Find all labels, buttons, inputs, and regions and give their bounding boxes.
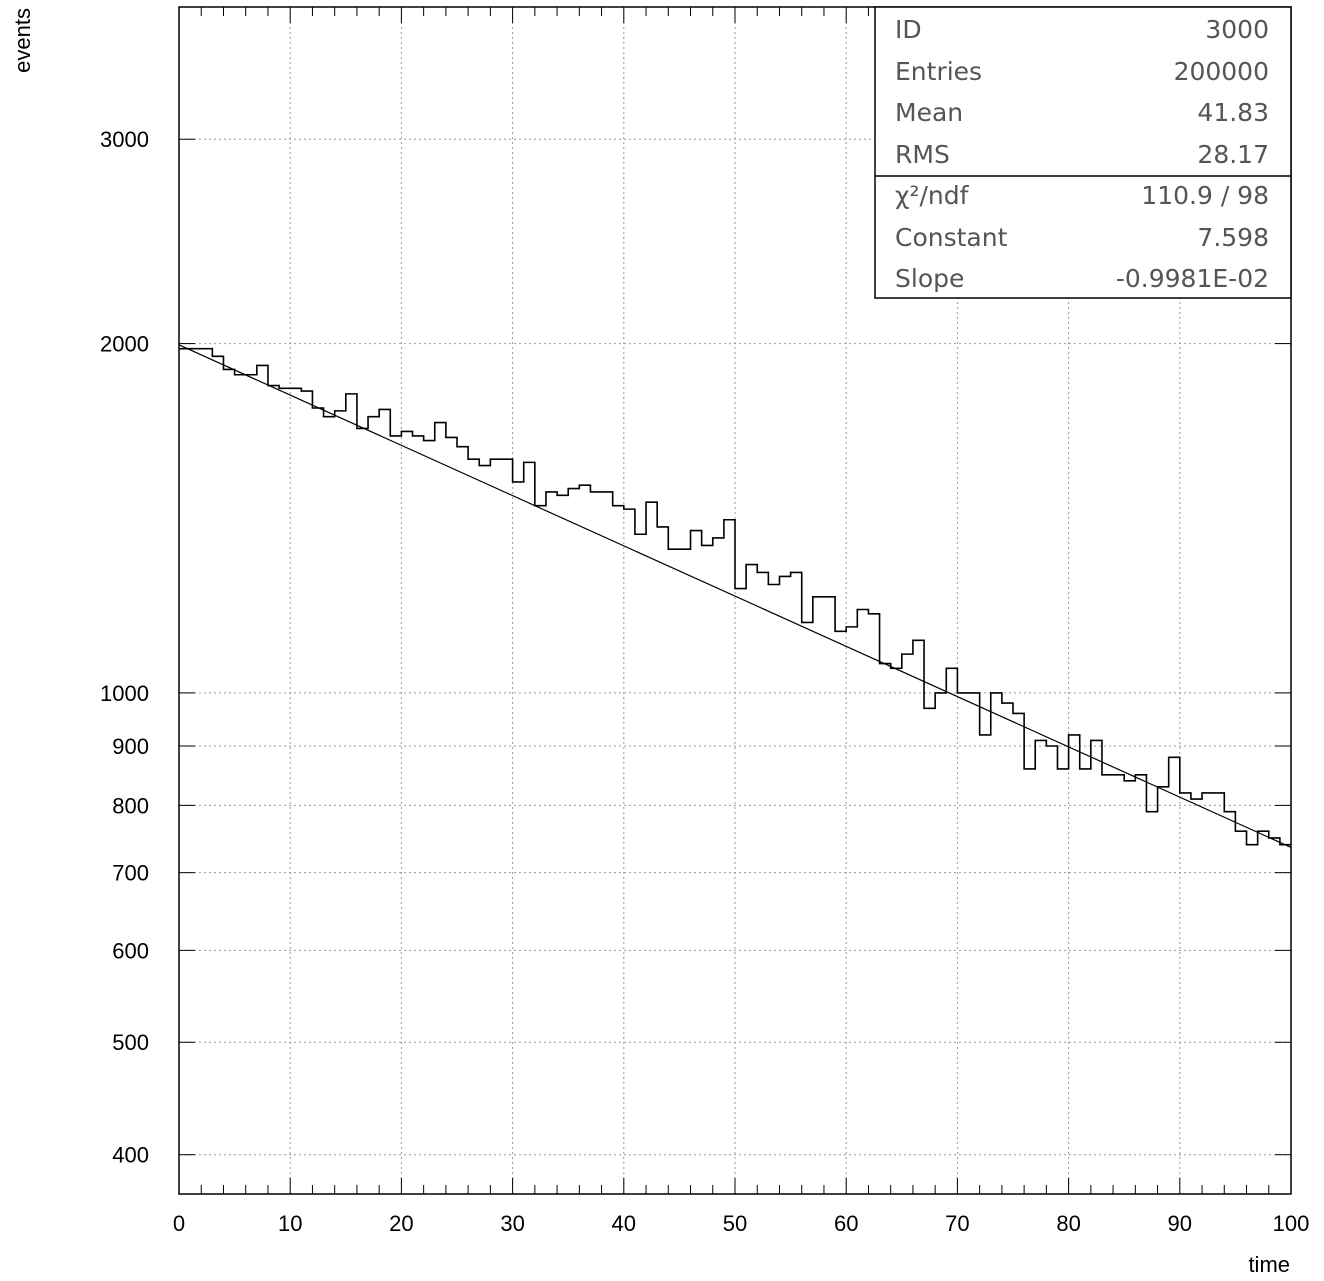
x-tick-label: 0 — [173, 1211, 185, 1236]
y-tick-label: 3000 — [100, 127, 149, 152]
stats-box: ID 3000 Entries 200000 Mean 41.83 RMS 28… — [874, 6, 1292, 299]
x-tick-label: 60 — [834, 1211, 858, 1236]
stats-slope-label: Slope — [895, 264, 964, 293]
x-tick-label: 10 — [278, 1211, 302, 1236]
x-tick-label: 50 — [723, 1211, 747, 1236]
stats-entries-value: 200000 — [1174, 57, 1269, 86]
stats-constant-label: Constant — [895, 223, 1008, 252]
y-tick-label: 400 — [112, 1143, 149, 1168]
stats-id-value: 3000 — [1205, 15, 1269, 44]
x-tick-label: 40 — [612, 1211, 636, 1236]
histogram-steps — [179, 347, 1291, 846]
stats-slope-value: -0.9981E-02 — [1116, 264, 1269, 293]
y-tick-label: 500 — [112, 1030, 149, 1055]
stats-entries-label: Entries — [895, 57, 982, 86]
stats-rms-label: RMS — [895, 140, 950, 169]
y-tick-label: 900 — [112, 734, 149, 759]
x-tick-label: 30 — [500, 1211, 524, 1236]
stats-mean-value: 41.83 — [1197, 98, 1269, 127]
fit-line — [178, 344, 1292, 848]
plot-frame — [178, 6, 1292, 1195]
x-tick-label: 90 — [1168, 1211, 1192, 1236]
x-axis-title: time — [1248, 1252, 1290, 1277]
y-tick-label: 600 — [112, 938, 149, 963]
y-tick-label: 2000 — [100, 332, 149, 357]
y-tick-label: 800 — [112, 793, 149, 818]
x-tick-label: 20 — [389, 1211, 413, 1236]
plot-area — [178, 344, 1292, 848]
y-tick-label: 700 — [112, 861, 149, 886]
x-tick-label: 100 — [1273, 1211, 1310, 1236]
stats-chi2-value: 110.9 / 98 — [1141, 181, 1269, 210]
stats-rms-value: 28.17 — [1197, 140, 1269, 169]
stats-id-label: ID — [895, 15, 922, 44]
x-tick-label: 80 — [1056, 1211, 1080, 1236]
y-tick-label: 1000 — [100, 681, 149, 706]
stats-constant-value: 7.598 — [1197, 223, 1269, 252]
stats-box-frame — [874, 6, 1292, 299]
grid — [179, 7, 1291, 1194]
y-axis-title: events — [10, 8, 35, 73]
stats-mean-label: Mean — [895, 98, 963, 127]
stats-chi2-label: χ²/ndf — [895, 181, 970, 210]
x-tick-label: 70 — [945, 1211, 969, 1236]
tick-labels: 0 10 20 30 40 50 60 70 80 90 100 400 500 600 700 800 900… — [100, 127, 1309, 1236]
